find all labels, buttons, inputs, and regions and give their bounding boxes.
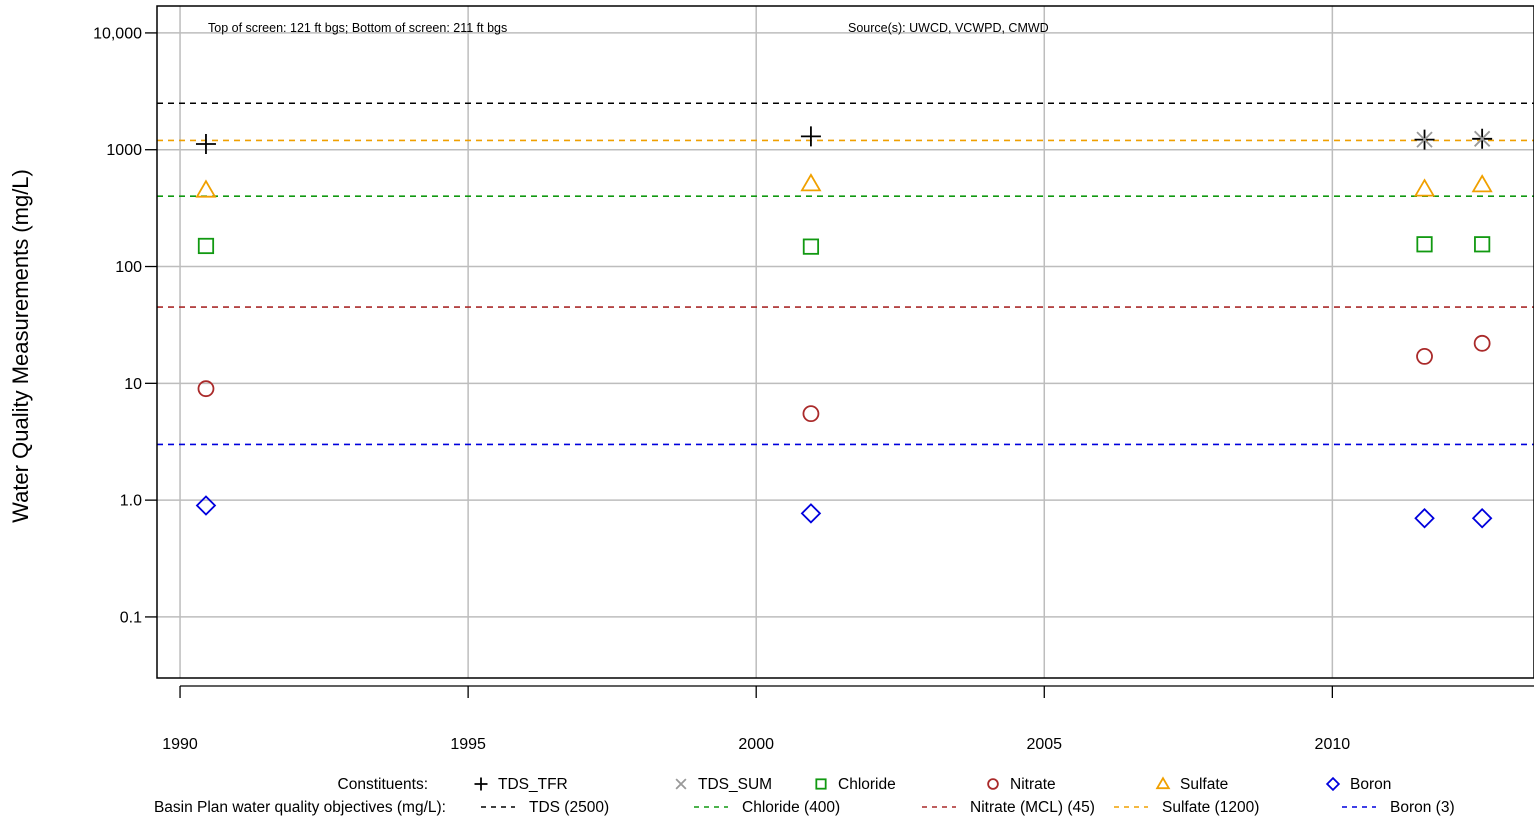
legend-label: Sulfate [1180,776,1228,793]
y-axis-label: Water Quality Measurements (mg/L) [8,169,33,523]
plot-frame [156,5,1534,679]
point-tds-tfr [800,126,821,147]
point-boron [800,503,822,524]
point-nitrate [197,380,215,398]
objective-lines [157,102,1534,446]
x-tick-label: 2005 [1026,736,1062,753]
point-sulfate [195,179,217,198]
legend-marker-chloride [815,778,827,790]
point-tds-sum [1474,130,1491,147]
point-chloride [197,237,215,255]
y-tick-label: 0.1 [120,609,142,626]
legend-objective-label: Chloride (400) [742,799,840,816]
legend-objective-label: Sulfate (1200) [1162,799,1259,816]
legend-objectives-label: Basin Plan water quality objectives (mg/… [154,799,446,816]
screen-annotation: Top of screen: 121 ft bgs; Bottom of scr… [208,21,507,35]
legend-marker-tds-sum [675,778,687,790]
point-chloride [1416,236,1433,253]
point-chloride [802,238,820,255]
x-tick-label: 2010 [1315,736,1351,753]
x-tick-label: 1995 [450,736,486,753]
legend-objective-label: Boron (3) [1390,799,1455,816]
point-chloride [1474,236,1491,253]
y-tick-label: 1.0 [120,493,142,510]
point-sulfate [1413,178,1436,197]
data-points [195,126,1493,529]
y-tick-label: 1000 [106,142,142,159]
x-tick-label: 2000 [738,736,774,753]
point-nitrate [802,405,820,423]
point-nitrate [1473,334,1491,352]
legend: Constituents: Basin Plan water quality ob… [154,776,1455,816]
point-boron [1414,507,1435,529]
point-sulfate [1471,174,1493,193]
axes: 1990 1995 2000 2005 2010 0.1 1.0 10 100 1000 10,00… [93,25,1534,753]
point-tds-tfr [195,133,216,154]
legend-constituents-label: Constituents: [338,776,428,793]
point-sulfate [800,173,822,192]
y-tick-label: 10 [124,376,142,393]
legend-marker-sulfate [1155,776,1171,790]
legend-label: TDS_SUM [698,776,772,793]
legend-marker-boron [1325,776,1341,792]
y-tick-label: 100 [115,259,142,276]
legend-label: Boron [1350,776,1391,793]
x-tick-label: 1990 [162,736,198,753]
y-tick-label: 10,000 [93,25,142,42]
point-boron [195,495,217,516]
point-tds-sum [1416,131,1433,148]
legend-marker-tds-tfr [474,777,488,791]
legend-label: Nitrate [1010,776,1056,793]
legend-marker-nitrate [987,778,999,790]
grid-lines [157,6,1534,678]
point-nitrate [1416,348,1433,365]
legend-label: Chloride [838,776,896,793]
legend-objective-label: Nitrate (MCL) (45) [970,799,1095,816]
point-boron [1471,507,1493,529]
legend-objective-label: TDS (2500) [529,799,609,816]
legend-label: TDS_TFR [498,776,568,793]
source-annotation: Source(s): UWCD, VCWPD, CMWD [848,21,1049,35]
